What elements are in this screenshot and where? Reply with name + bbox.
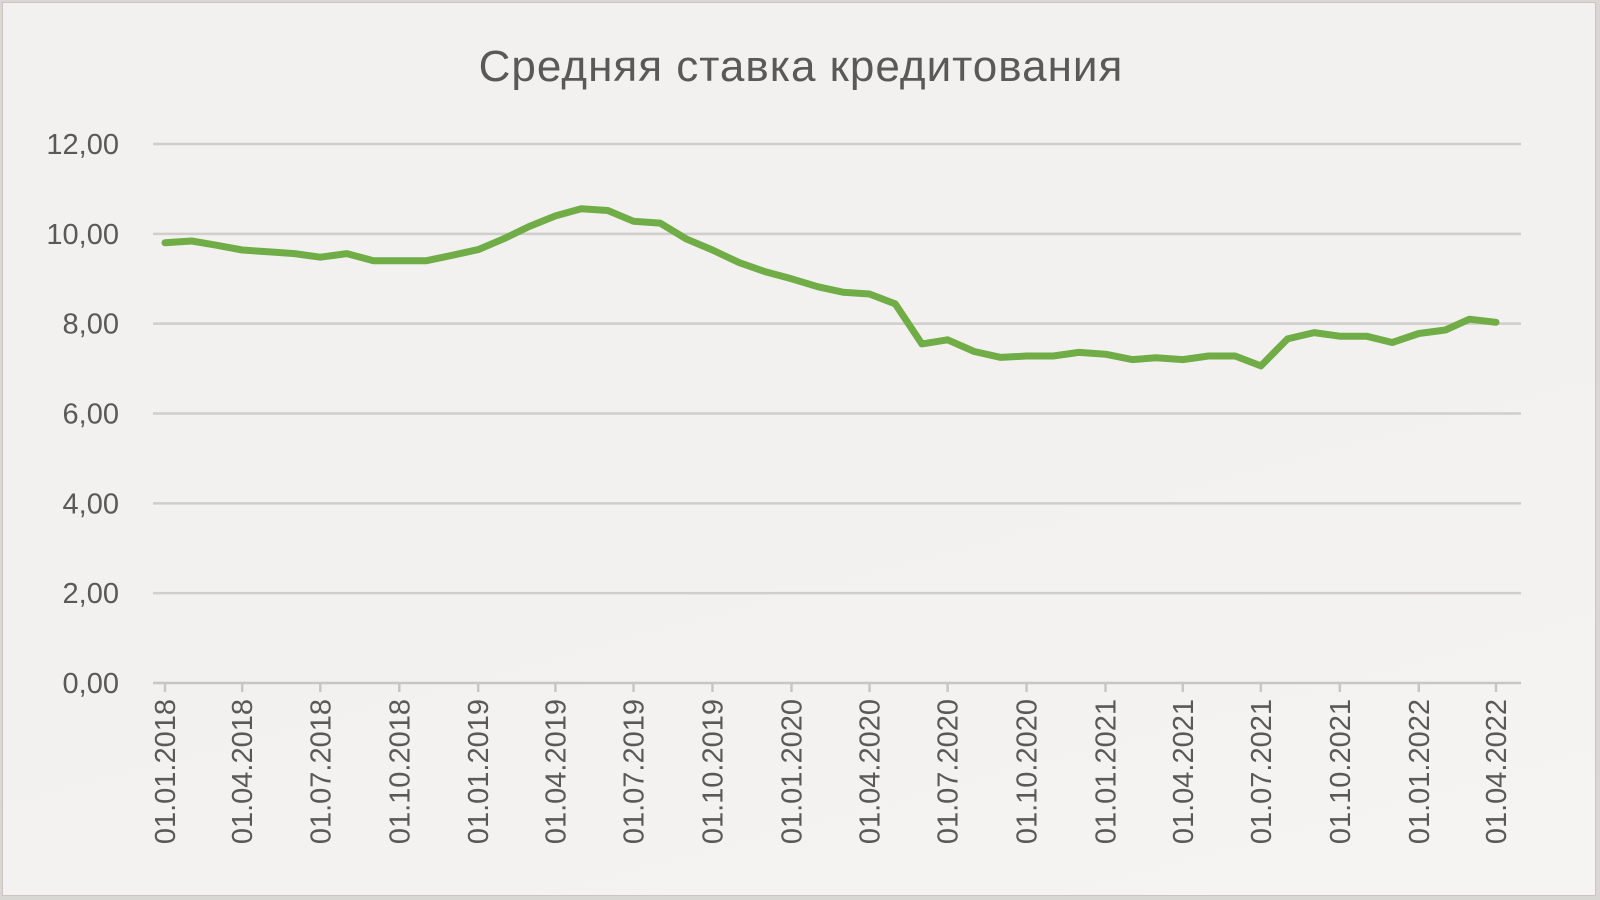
x-tick-label: 01.04.2021 [1168, 699, 1200, 844]
x-tick-label: 01.10.2020 [1012, 699, 1044, 844]
y-tick-label: 0,00 [63, 668, 119, 700]
y-axis-ticks: 0,00 2,00 4,00 6,00 8,00 10,00 12,00 [46, 129, 119, 700]
chart-title: Средняя ставка кредитования [479, 42, 1124, 91]
x-tick-label: 01.10.2019 [698, 699, 730, 844]
x-tick-label: 01.01.2019 [463, 699, 495, 844]
y-tick-label: 10,00 [46, 219, 119, 251]
x-tick-label: 01.04.2020 [855, 699, 887, 844]
x-tick-label: 01.07.2018 [305, 699, 337, 844]
x-tick-label: 01.04.2019 [540, 699, 572, 844]
y-tick-label: 8,00 [63, 309, 119, 341]
x-tick-label: 01.01.2020 [776, 699, 808, 844]
y-tick-label: 12,00 [46, 129, 119, 161]
x-tick-label: 01.01.2022 [1404, 699, 1436, 844]
y-tick-label: 4,00 [63, 488, 119, 520]
x-tick-label: 01.01.2021 [1091, 699, 1123, 844]
line-chart: Средняя ставка кредитования 0,00 2,00 4,00… [46, 42, 1521, 844]
x-tick-label: 01.10.2018 [384, 699, 416, 844]
gridlines [153, 142, 1521, 595]
x-tick-label: 01.07.2021 [1246, 699, 1278, 844]
x-tick-label: 01.10.2021 [1325, 699, 1357, 844]
x-tick-label: 01.07.2019 [619, 699, 651, 844]
x-tick-label: 01.01.2018 [150, 699, 182, 844]
series-layer [161, 205, 1500, 370]
x-tick-label: 01.07.2020 [933, 699, 965, 844]
y-tick-label: 6,00 [63, 399, 119, 431]
y-tick-label: 2,00 [63, 578, 119, 610]
x-axis-ticks: 01.01.2018 01.04.2018 01.07.2018 01.10.2018… [150, 683, 1513, 844]
x-tick-label: 01.04.2018 [227, 699, 259, 844]
x-tick-label: 01.04.2022 [1481, 699, 1513, 844]
series-line [161, 205, 1500, 370]
